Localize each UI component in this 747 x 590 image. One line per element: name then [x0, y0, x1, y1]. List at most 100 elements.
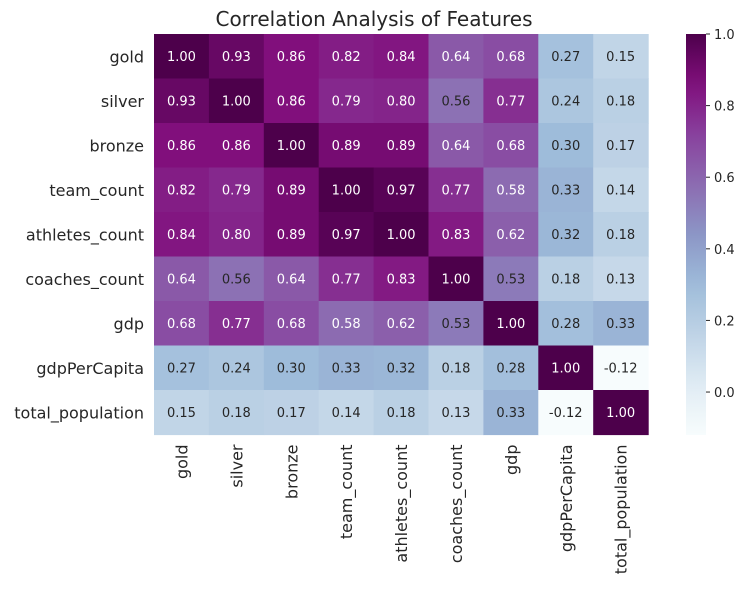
- heatmap-cell-bronze-bronze: [263, 123, 320, 169]
- heatmap-cell-coaches_count-total_population: [593, 256, 649, 302]
- cell-value-gold-total_population: 0.15: [606, 50, 635, 65]
- cell-value-bronze-gdpPerCapita: 0.30: [551, 139, 580, 154]
- heatmap-cell-athletes_count-gold: [154, 212, 210, 258]
- heatmap-cell-total_population-team_count: [318, 390, 375, 436]
- cell-value-team_count-silver: 0.79: [222, 183, 251, 198]
- cell-value-gdp-gdp: 1.00: [496, 317, 525, 332]
- y-tick-label-silver: silver: [101, 92, 145, 111]
- x-tick-label-team_count: team_count: [337, 445, 357, 540]
- cell-value-coaches_count-bronze: 0.64: [277, 272, 306, 287]
- heatmap-cell-athletes_count-total_population: [593, 212, 649, 258]
- heatmap-cell-coaches_count-silver: [208, 256, 265, 302]
- heatmap-cell-team_count-silver: [208, 167, 265, 213]
- cell-value-coaches_count-athletes_count: 0.83: [387, 272, 416, 287]
- cell-value-bronze-coaches_count: 0.64: [441, 139, 470, 154]
- cell-value-total_population-gdpPerCapita: -0.12: [549, 406, 583, 421]
- cell-value-athletes_count-gdpPerCapita: 0.32: [551, 228, 580, 243]
- cell-value-team_count-total_population: 0.14: [606, 183, 635, 198]
- cell-value-coaches_count-gold: 0.64: [167, 272, 196, 287]
- cell-value-total_population-gdp: 0.33: [496, 406, 525, 421]
- cell-value-silver-gdp: 0.77: [496, 94, 525, 109]
- cell-value-athletes_count-athletes_count: 1.00: [387, 228, 416, 243]
- cell-value-gold-team_count: 0.82: [332, 50, 361, 65]
- heatmap-cell-bronze-gold: [154, 123, 210, 169]
- heatmap-cell-gold-team_count: [318, 34, 375, 80]
- x-tick-label-silver: silver: [227, 444, 246, 488]
- cell-value-gdp-gdpPerCapita: 0.28: [551, 317, 580, 332]
- heatmap-cell-team_count-total_population: [593, 167, 649, 213]
- x-tick-labels: gold silver bronze team_count athletes_count…: [172, 444, 631, 574]
- heatmap-cell-silver-athletes_count: [373, 78, 430, 124]
- heatmap-cell-gold-gold: [154, 34, 210, 80]
- cell-value-team_count-gdpPerCapita: 0.33: [551, 183, 580, 198]
- heatmap-cell-athletes_count-team_count: [318, 212, 375, 258]
- cell-value-bronze-silver: 0.86: [222, 139, 251, 154]
- y-tick-label-gdpPerCapita: gdpPerCapita: [36, 359, 144, 378]
- heatmap-cell-gdp-gold: [154, 301, 210, 347]
- colorbar-gradient: [686, 34, 706, 435]
- cell-value-gdp-team_count: 0.58: [332, 317, 361, 332]
- heatmap-cell-silver-coaches_count: [428, 78, 484, 124]
- heatmap-cell-bronze-team_count: [318, 123, 375, 169]
- x-tick-label-gold: gold: [172, 445, 191, 480]
- heatmap-cell-athletes_count-gdp: [483, 212, 539, 258]
- heatmap-cell-bronze-coaches_count: [428, 123, 484, 169]
- cell-value-athletes_count-silver: 0.80: [222, 228, 251, 243]
- heatmap-cell-gold-gdpPerCapita: [538, 34, 594, 80]
- heatmap-cell-bronze-gdp: [483, 123, 539, 169]
- cell-value-gold-coaches_count: 0.64: [441, 50, 470, 65]
- heatmap-cell-coaches_count-gold: [154, 256, 210, 302]
- heatmap-cell-total_population-athletes_count: [373, 390, 430, 436]
- heatmap-cell-gdpPerCapita-gold: [154, 345, 210, 391]
- cell-value-silver-gdpPerCapita: 0.24: [551, 94, 580, 109]
- cell-value-gold-gdp: 0.68: [496, 50, 525, 65]
- cell-value-gdp-athletes_count: 0.62: [387, 317, 416, 332]
- x-tick-label-athletes_count: athletes_count: [392, 445, 412, 563]
- heatmap-cell-coaches_count-bronze: [263, 256, 320, 302]
- heatmap-cell-silver-gdpPerCapita: [538, 78, 594, 124]
- heatmap-cell-gdpPerCapita-coaches_count: [428, 345, 484, 391]
- heatmap-cell-coaches_count-coaches_count: [428, 256, 484, 302]
- heatmap-cell-coaches_count-gdp: [483, 256, 539, 302]
- x-tick-label-total_population: total_population: [612, 445, 632, 575]
- heatmap-cell-gdpPerCapita-team_count: [318, 345, 375, 391]
- cell-value-team_count-gold: 0.82: [167, 183, 196, 198]
- y-tick-label-athletes_count: athletes_count: [26, 225, 144, 245]
- heatmap-cell-silver-team_count: [318, 78, 375, 124]
- colorbar-tick-label: 0.4: [714, 243, 735, 258]
- cell-value-gdp-total_population: 0.33: [606, 317, 635, 332]
- heatmap-cell-silver-silver: [208, 78, 265, 124]
- cell-value-bronze-team_count: 0.89: [332, 139, 361, 154]
- heatmap-cell-gdpPerCapita-silver: [208, 345, 265, 391]
- cell-value-coaches_count-team_count: 0.77: [332, 272, 361, 287]
- cell-value-gold-bronze: 0.86: [277, 50, 306, 65]
- cell-value-coaches_count-gdpPerCapita: 0.18: [551, 272, 580, 287]
- cell-value-silver-silver: 1.00: [222, 94, 251, 109]
- heatmap-cell-gdpPerCapita-total_population: [593, 345, 649, 391]
- heatmap-cell-gdp-gdpPerCapita: [538, 301, 594, 347]
- cell-value-gdpPerCapita-team_count: 0.33: [332, 361, 361, 376]
- heatmap-cell-gold-silver: [208, 34, 265, 80]
- heatmap-cell-total_population-gdpPerCapita: [538, 390, 594, 436]
- cell-value-total_population-silver: 0.18: [222, 406, 251, 421]
- heatmap-cell-gdp-athletes_count: [373, 301, 430, 347]
- cell-value-gdpPerCapita-gdp: 0.28: [496, 361, 525, 376]
- colorbar-tick-label: 0.2: [714, 314, 735, 329]
- heatmap-cell-total_population-gdp: [483, 390, 539, 436]
- cell-value-gold-silver: 0.93: [222, 50, 251, 65]
- heatmap-cell-team_count-bronze: [263, 167, 320, 213]
- heatmap-cell-team_count-athletes_count: [373, 167, 430, 213]
- y-tick-label-bronze: bronze: [89, 136, 144, 155]
- heatmap-cell-gdpPerCapita-athletes_count: [373, 345, 430, 391]
- y-tick-label-total_population: total_population: [14, 403, 144, 423]
- cell-value-silver-athletes_count: 0.80: [387, 94, 416, 109]
- cell-value-silver-bronze: 0.86: [277, 94, 306, 109]
- cell-value-athletes_count-team_count: 0.97: [332, 228, 361, 243]
- heatmap-cell-total_population-total_population: [593, 390, 649, 436]
- cell-value-silver-team_count: 0.79: [332, 94, 361, 109]
- colorbar-tick-label: 0.6: [714, 171, 735, 186]
- heatmap-cell-athletes_count-gdpPerCapita: [538, 212, 594, 258]
- heatmap-cell-gold-bronze: [263, 34, 320, 80]
- heatmap-cell-total_population-silver: [208, 390, 265, 436]
- heatmap-cell-team_count-coaches_count: [428, 167, 484, 213]
